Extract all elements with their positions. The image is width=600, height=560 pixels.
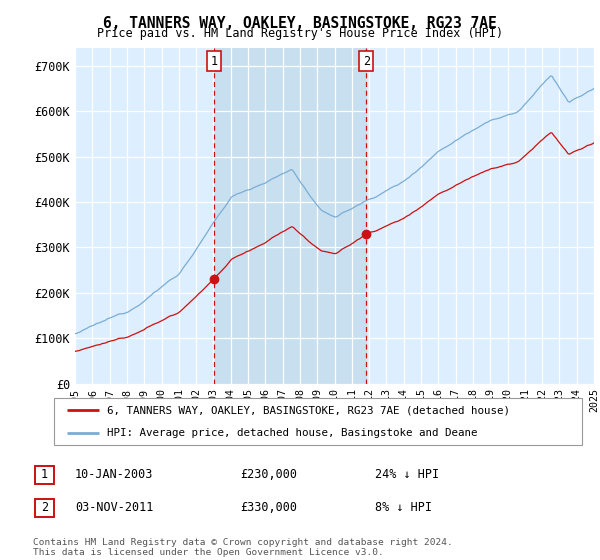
Text: 10-JAN-2003: 10-JAN-2003 <box>75 468 154 482</box>
Text: 2: 2 <box>363 54 370 68</box>
Text: HPI: Average price, detached house, Basingstoke and Deane: HPI: Average price, detached house, Basi… <box>107 428 478 438</box>
Text: 2: 2 <box>41 501 48 515</box>
Text: £230,000: £230,000 <box>240 468 297 482</box>
Text: 03-NOV-2011: 03-NOV-2011 <box>75 501 154 515</box>
Text: 8% ↓ HPI: 8% ↓ HPI <box>375 501 432 515</box>
Text: 6, TANNERS WAY, OAKLEY, BASINGSTOKE, RG23 7AE: 6, TANNERS WAY, OAKLEY, BASINGSTOKE, RG2… <box>103 16 497 31</box>
FancyBboxPatch shape <box>54 398 582 445</box>
Text: Contains HM Land Registry data © Crown copyright and database right 2024.
This d: Contains HM Land Registry data © Crown c… <box>33 538 453 557</box>
Bar <box>214 48 367 384</box>
Text: 6, TANNERS WAY, OAKLEY, BASINGSTOKE, RG23 7AE (detached house): 6, TANNERS WAY, OAKLEY, BASINGSTOKE, RG2… <box>107 405 510 416</box>
FancyBboxPatch shape <box>35 466 54 484</box>
Text: £330,000: £330,000 <box>240 501 297 515</box>
FancyBboxPatch shape <box>35 499 54 517</box>
Text: Price paid vs. HM Land Registry's House Price Index (HPI): Price paid vs. HM Land Registry's House … <box>97 27 503 40</box>
Text: 24% ↓ HPI: 24% ↓ HPI <box>375 468 439 482</box>
Text: 1: 1 <box>41 468 48 482</box>
Text: 1: 1 <box>211 54 218 68</box>
